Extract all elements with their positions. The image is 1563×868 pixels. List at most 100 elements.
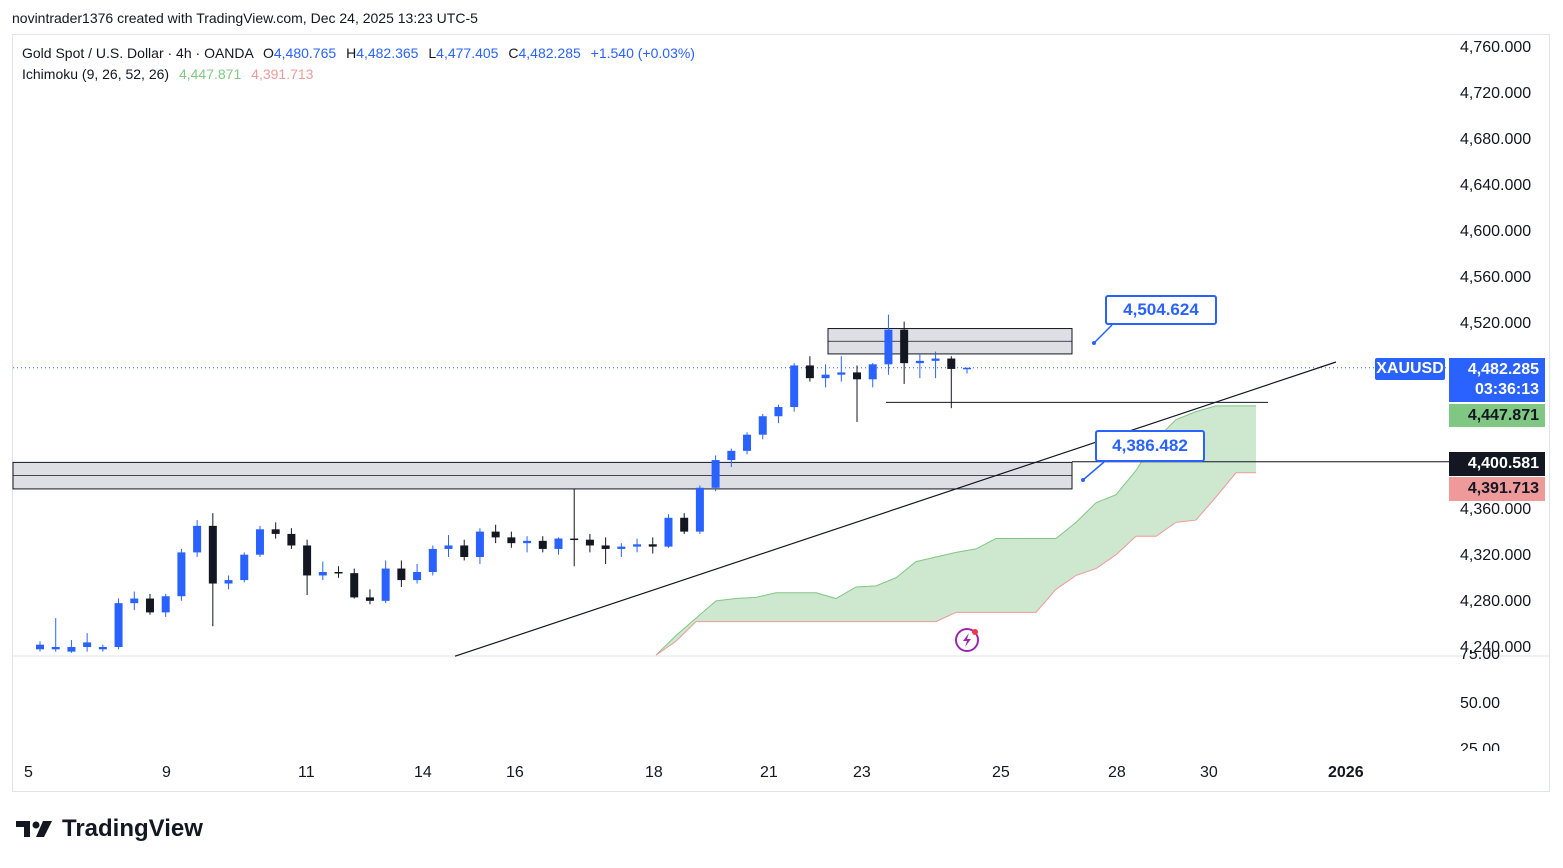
candle-body bbox=[413, 572, 422, 581]
candle-body bbox=[570, 538, 579, 541]
low-value: 4,477.405 bbox=[436, 45, 499, 61]
candle bbox=[931, 351, 940, 379]
candle bbox=[617, 543, 626, 557]
candle-body bbox=[83, 642, 92, 647]
candle bbox=[570, 488, 579, 567]
candle-body bbox=[931, 358, 940, 361]
candle bbox=[177, 548, 186, 601]
candle bbox=[538, 536, 547, 553]
candle bbox=[601, 537, 610, 564]
time-tick: 25 bbox=[992, 764, 1010, 781]
candle-body bbox=[774, 407, 783, 417]
candle-body bbox=[114, 603, 123, 647]
candle-body bbox=[947, 358, 956, 369]
candle bbox=[947, 356, 956, 409]
candle bbox=[444, 535, 453, 557]
candle bbox=[758, 413, 767, 440]
candle bbox=[554, 537, 563, 555]
oscillator-pane bbox=[13, 657, 1443, 752]
chart-pane[interactable] bbox=[12, 34, 1550, 792]
candle-body bbox=[585, 539, 594, 546]
lightning-icon[interactable] bbox=[955, 628, 979, 652]
candle-body bbox=[491, 531, 500, 538]
symbol-title: Gold Spot / U.S. Dollar · 4h · OANDA bbox=[22, 45, 254, 61]
time-tick-year: 2026 bbox=[1328, 764, 1364, 781]
candle bbox=[868, 363, 877, 388]
candle bbox=[507, 531, 516, 548]
price-tick: 4,240.000 bbox=[1460, 639, 1532, 656]
candle-body bbox=[36, 644, 44, 650]
candle-body bbox=[130, 598, 139, 604]
candle bbox=[318, 561, 327, 581]
leading-span-b-tag: 4,391.713 bbox=[1449, 477, 1545, 501]
callout-lower-pointer bbox=[1082, 461, 1105, 481]
callout-lower[interactable]: 4,386.482 bbox=[1095, 430, 1205, 462]
candle bbox=[475, 528, 484, 564]
trendline bbox=[454, 361, 1337, 657]
candle-body bbox=[554, 538, 563, 549]
symbol-legend: Gold Spot / U.S. Dollar · 4h · OANDA O4,… bbox=[22, 45, 695, 61]
time-tick: 30 bbox=[1200, 764, 1218, 781]
candle bbox=[83, 633, 92, 652]
callout-upper-anchor bbox=[1092, 341, 1096, 345]
candle-body bbox=[475, 531, 484, 557]
time-tick: 9 bbox=[162, 764, 171, 781]
candle-body bbox=[915, 360, 924, 364]
candle bbox=[413, 563, 422, 584]
candle bbox=[67, 640, 76, 653]
candle-body bbox=[821, 374, 830, 379]
candle-body bbox=[67, 647, 76, 652]
candle bbox=[350, 568, 359, 599]
candle-body bbox=[695, 487, 704, 532]
callout-upper-pointer bbox=[1093, 324, 1113, 344]
candle-body bbox=[523, 540, 532, 544]
candle-body bbox=[51, 647, 60, 650]
candle-body bbox=[350, 573, 359, 598]
candle bbox=[428, 545, 437, 576]
price-tick: 4,520.000 bbox=[1460, 315, 1532, 332]
time-tick: 18 bbox=[645, 764, 663, 781]
callout-lower-anchor bbox=[1081, 478, 1085, 482]
candle bbox=[900, 321, 909, 384]
candle-body bbox=[633, 544, 642, 547]
candle bbox=[208, 513, 217, 627]
candle-body bbox=[444, 545, 453, 549]
time-tick: 11 bbox=[298, 764, 315, 781]
indicator-legend[interactable]: Ichimoku (9, 26, 52, 26) 4,447.871 4,391… bbox=[22, 66, 313, 82]
candle-body bbox=[287, 533, 296, 546]
candle-body bbox=[507, 537, 516, 544]
candle-body bbox=[601, 545, 610, 549]
time-tick: 21 bbox=[760, 764, 778, 781]
candle bbox=[664, 514, 673, 548]
candle-body bbox=[963, 367, 971, 370]
price-tick: 4,680.000 bbox=[1460, 131, 1532, 148]
candle bbox=[963, 367, 971, 374]
candle bbox=[303, 539, 312, 596]
price-tick: 4,280.000 bbox=[1460, 593, 1532, 610]
close-value: 4,482.285 bbox=[518, 45, 581, 61]
candle-body bbox=[397, 568, 406, 581]
candle bbox=[193, 520, 202, 557]
candle-body bbox=[365, 597, 374, 601]
candle bbox=[460, 539, 469, 561]
indicator-name: Ichimoku (9, 26, 52, 26) bbox=[22, 66, 170, 82]
time-tick: 16 bbox=[506, 764, 524, 781]
candle-body bbox=[538, 540, 547, 549]
candle-body bbox=[193, 525, 202, 553]
candle bbox=[365, 589, 374, 605]
candle-body bbox=[853, 372, 862, 380]
candle bbox=[523, 536, 532, 553]
tradingview-logo[interactable]: TradingView bbox=[16, 815, 203, 843]
last-price: 4,482.285 bbox=[1467, 361, 1539, 378]
price-tick: 4,560.000 bbox=[1460, 269, 1532, 286]
brand-name: TradingView bbox=[62, 815, 203, 842]
candle bbox=[381, 560, 390, 604]
change-value: +1.540 (+0.03%) bbox=[590, 45, 695, 61]
candle bbox=[884, 314, 893, 375]
callout-upper[interactable]: 4,504.624 bbox=[1105, 295, 1217, 325]
price-tick: 4,720.000 bbox=[1460, 85, 1532, 102]
price-tick: 4,600.000 bbox=[1460, 223, 1532, 240]
candle bbox=[98, 644, 107, 652]
leading-span-b-line bbox=[655, 472, 1256, 656]
